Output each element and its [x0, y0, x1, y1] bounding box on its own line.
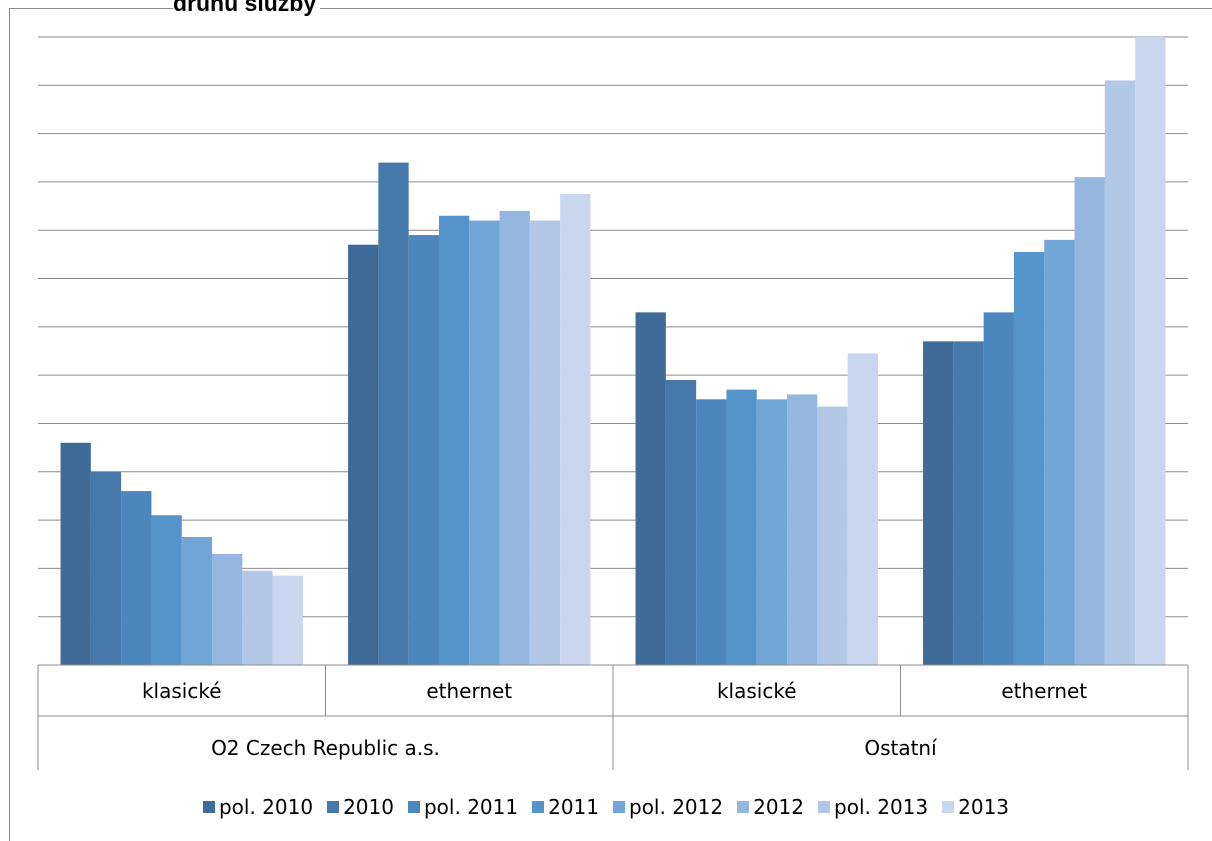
legend-label: pol. 2013 [834, 795, 929, 819]
legend-label: 2011 [548, 795, 599, 819]
chart-frame: druhu služby [9, 0, 1212, 841]
legend-item: pol. 2010 [202, 795, 314, 819]
bar [121, 491, 152, 665]
legend-item: 2011 [532, 795, 599, 819]
legend-swatch [942, 801, 955, 813]
bars [60, 37, 1166, 666]
legend-item: pol. 2013 [818, 795, 928, 819]
legend: pol. 2010 2010 pol. 2011 2011 pol. 2012 2012 p… [0, 790, 1212, 824]
bar [696, 399, 727, 665]
legend-label: pol. 2011 [423, 795, 519, 819]
group-label: O2 Czech Republic a.s. [211, 736, 440, 760]
bar [983, 312, 1014, 665]
bar [181, 536, 213, 665]
legend-item: pol. 2012 [613, 795, 723, 819]
bar [1074, 177, 1105, 666]
bar [272, 575, 303, 665]
bar [242, 570, 273, 665]
category-label: klasické [717, 679, 797, 703]
legend-label: 2013 [958, 795, 1010, 819]
bar [529, 220, 561, 666]
bar [408, 235, 439, 666]
bar [1135, 37, 1166, 665]
bar [438, 215, 470, 665]
bar [665, 379, 697, 665]
bar [1044, 239, 1075, 665]
bar [726, 389, 757, 665]
category-label: ethernet [426, 679, 512, 703]
legend-swatch [202, 801, 215, 813]
legend-item: 2010 [327, 795, 394, 819]
category-label: klasické [142, 679, 222, 703]
bar [560, 194, 591, 665]
x-axis: klasické ethernet klasické ethernet O2 Czech… [37, 664, 1189, 770]
legend-swatch [532, 801, 545, 813]
bar [756, 399, 788, 665]
legend-label: 2010 [343, 795, 394, 819]
legend-label: pol. 2010 [218, 795, 314, 819]
group-label: Ostatní [864, 736, 938, 760]
bar [923, 341, 954, 665]
bar [90, 471, 122, 665]
legend-item: 2013 [942, 795, 1009, 819]
chart-title: druhu služby [173, 0, 321, 17]
bar [1104, 80, 1136, 665]
legend-swatch [737, 801, 750, 813]
bar [499, 210, 530, 665]
bar [635, 312, 666, 665]
legend-swatch [613, 801, 625, 813]
bar [1013, 251, 1045, 665]
legend-label: pol. 2012 [629, 795, 724, 819]
bar [953, 341, 984, 665]
bar [787, 394, 818, 665]
bar [212, 553, 243, 665]
bar [817, 406, 848, 665]
bar [847, 353, 878, 665]
bar [348, 244, 379, 665]
bar [378, 162, 409, 665]
legend-item: pol. 2011 [407, 795, 519, 819]
legend-swatch [407, 801, 420, 813]
bar [151, 515, 182, 665]
legend-item: 2012 [737, 795, 804, 819]
bar-chart: klasické ethernet klasické ethernet O2 Czech… [37, 36, 1189, 770]
legend-swatch [818, 801, 831, 813]
category-label: ethernet [1001, 679, 1087, 703]
bar [60, 442, 91, 665]
bar [469, 220, 500, 666]
legend-swatch [327, 801, 340, 813]
legend-label: 2012 [753, 795, 805, 819]
